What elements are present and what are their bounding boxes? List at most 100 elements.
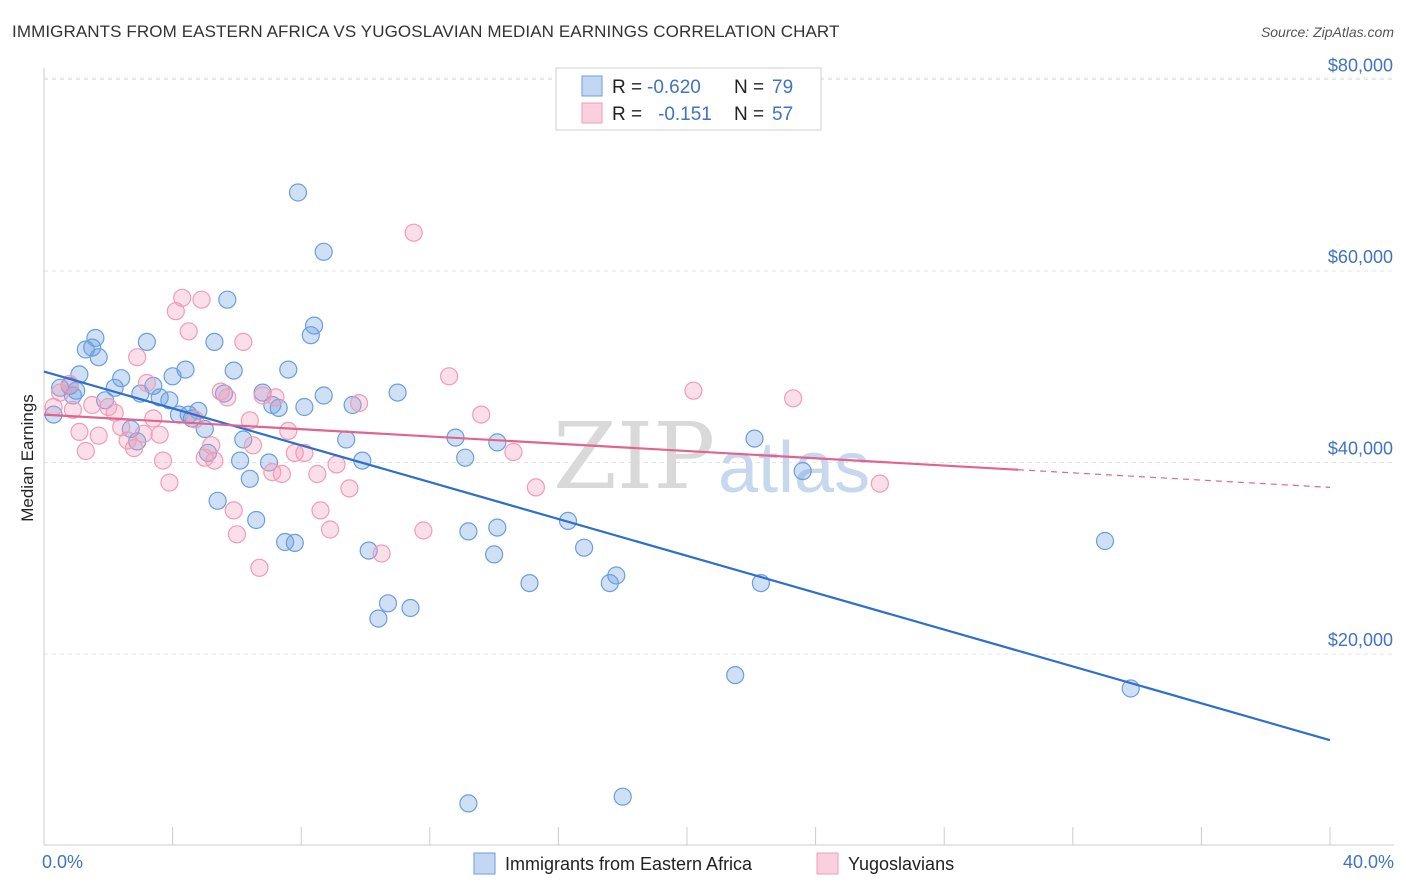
point-eastern-africa bbox=[745, 429, 764, 448]
point-eastern-africa bbox=[456, 448, 475, 467]
trend-lines bbox=[43, 370, 1331, 742]
legend-swatch-yugoslavians bbox=[581, 102, 603, 124]
point-yugoslavians bbox=[472, 405, 491, 424]
point-eastern-africa bbox=[205, 332, 224, 351]
point-eastern-africa bbox=[401, 598, 420, 618]
point-eastern-africa bbox=[600, 573, 619, 593]
point-yugoslavians bbox=[414, 521, 433, 540]
point-eastern-africa bbox=[279, 360, 298, 379]
watermark-zip: ZIP bbox=[553, 403, 715, 510]
point-eastern-africa bbox=[112, 369, 131, 388]
grid-lines bbox=[44, 77, 1394, 655]
point-yugoslavians bbox=[404, 223, 423, 242]
point-eastern-africa bbox=[485, 545, 504, 564]
point-yugoslavians bbox=[870, 474, 890, 493]
point-eastern-africa bbox=[86, 328, 105, 348]
point-eastern-africa bbox=[218, 290, 237, 309]
point-eastern-africa bbox=[83, 338, 102, 357]
point-eastern-africa bbox=[301, 326, 320, 345]
point-eastern-africa bbox=[520, 573, 539, 593]
point-yugoslavians bbox=[224, 501, 243, 520]
point-eastern-africa bbox=[388, 383, 407, 402]
point-yugoslavians bbox=[227, 525, 246, 544]
watermark-atlas: atlas bbox=[718, 428, 870, 508]
point-yugoslavians bbox=[266, 388, 285, 407]
point-yugoslavians bbox=[63, 400, 83, 419]
x-tick-label-min: 0.0% bbox=[42, 852, 83, 872]
point-eastern-africa bbox=[613, 787, 632, 806]
y-tick-label: $40,000 bbox=[1328, 439, 1393, 459]
point-yugoslavians bbox=[308, 464, 327, 484]
chart-title: IMMIGRANTS FROM EASTERN AFRICA VS YUGOSL… bbox=[12, 22, 840, 41]
point-eastern-africa bbox=[459, 522, 478, 541]
point-yugoslavians bbox=[295, 443, 314, 462]
point-yugoslavians bbox=[83, 395, 102, 415]
series-legend-label-yugoslavians: Yugoslavians bbox=[848, 854, 954, 874]
point-eastern-africa bbox=[259, 453, 279, 472]
series-legend-swatch-eastern-africa bbox=[473, 852, 496, 875]
point-eastern-africa bbox=[70, 365, 89, 384]
point-yugoslavians bbox=[234, 332, 253, 351]
point-eastern-africa bbox=[488, 433, 507, 452]
point-yugoslavians bbox=[118, 431, 137, 450]
trend-line-eastern-africa bbox=[43, 370, 1331, 742]
axes bbox=[43, 68, 1394, 846]
point-yugoslavians bbox=[350, 394, 369, 413]
point-eastern-africa bbox=[378, 594, 398, 613]
point-eastern-africa bbox=[247, 510, 266, 530]
point-eastern-africa bbox=[1095, 531, 1115, 551]
point-eastern-africa bbox=[459, 794, 478, 813]
point-yugoslavians bbox=[372, 544, 391, 563]
chart-source: Source: ZipAtlas.com bbox=[1260, 24, 1394, 40]
point-yugoslavians bbox=[243, 436, 263, 455]
point-eastern-africa bbox=[285, 533, 304, 553]
point-yugoslavians bbox=[137, 373, 156, 393]
point-yugoslavians bbox=[327, 455, 346, 474]
watermark: ZIP atlas bbox=[553, 403, 870, 510]
point-eastern-africa bbox=[726, 665, 745, 685]
point-yugoslavians bbox=[504, 442, 523, 462]
point-yugoslavians bbox=[218, 388, 237, 407]
point-eastern-africa bbox=[314, 386, 333, 405]
point-eastern-africa bbox=[176, 360, 195, 379]
point-yugoslavians bbox=[70, 422, 89, 441]
point-eastern-africa bbox=[314, 242, 333, 261]
point-eastern-africa bbox=[89, 348, 108, 367]
series-legend-swatch-yugoslavians bbox=[816, 852, 839, 875]
point-yugoslavians bbox=[684, 381, 703, 400]
point-yugoslavians bbox=[144, 409, 163, 428]
point-yugoslavians bbox=[192, 290, 211, 309]
point-yugoslavians bbox=[173, 288, 192, 307]
point-yugoslavians bbox=[526, 478, 546, 497]
legend-swatch-eastern-africa bbox=[581, 75, 603, 97]
point-yugoslavians bbox=[202, 436, 221, 455]
point-yugoslavians bbox=[340, 479, 359, 498]
point-yugoslavians bbox=[128, 348, 147, 367]
legend-n-label-yugoslavians: N = bbox=[734, 104, 764, 125]
point-yugoslavians bbox=[153, 451, 173, 470]
point-eastern-africa bbox=[607, 566, 626, 585]
point-yugoslavians bbox=[250, 558, 269, 577]
point-yugoslavians bbox=[279, 421, 298, 440]
point-eastern-africa bbox=[295, 397, 314, 417]
point-eastern-africa bbox=[305, 316, 324, 335]
trend-line-yugoslavians bbox=[43, 413, 1019, 471]
series-legend-label-eastern-africa: Immigrants from Eastern Africa bbox=[505, 854, 753, 874]
point-yugoslavians bbox=[179, 322, 198, 341]
point-eastern-africa bbox=[234, 430, 253, 449]
point-eastern-africa bbox=[137, 332, 156, 351]
point-eastern-africa bbox=[488, 518, 507, 537]
point-yugoslavians bbox=[321, 520, 340, 539]
point-eastern-africa bbox=[231, 451, 250, 470]
point-eastern-africa bbox=[276, 532, 295, 552]
point-eastern-africa bbox=[269, 398, 288, 417]
point-eastern-africa bbox=[208, 491, 227, 510]
series-legend: Immigrants from Eastern Africa Yugoslavi… bbox=[473, 852, 954, 875]
legend-r-value-yugoslavians: -0.151 bbox=[658, 104, 712, 125]
point-eastern-africa bbox=[224, 361, 243, 380]
y-tick-label: $20,000 bbox=[1328, 630, 1393, 650]
y-axis-label: Median Earnings bbox=[18, 394, 37, 522]
y-tick-label: $80,000 bbox=[1328, 56, 1393, 76]
stats-legend: R = -0.620 N = 79 R = -0.151 N = 57 bbox=[555, 67, 822, 131]
